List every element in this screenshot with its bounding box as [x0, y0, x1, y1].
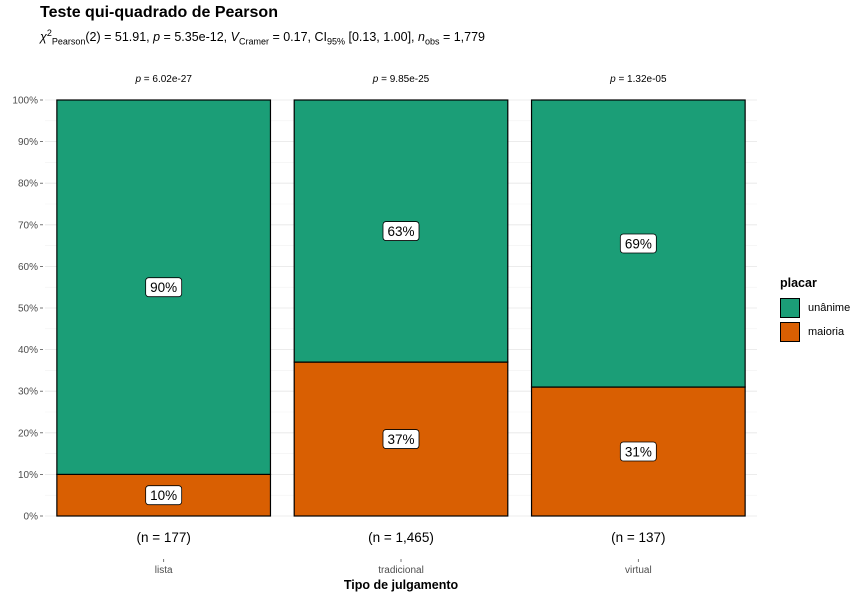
data-label: 10%: [150, 488, 177, 503]
chart-title: Teste qui-quadrado de Pearson: [40, 4, 278, 21]
v-symbol: V: [230, 30, 239, 45]
y-tick-label: 60%: [18, 262, 38, 273]
legend-label-maioria: maioria: [808, 326, 845, 338]
y-tick-label: 0%: [24, 512, 39, 523]
ci-subscript: 95%: [327, 36, 346, 47]
p-value-label: p = 1.32e-05: [609, 74, 667, 85]
data-label: 90%: [150, 280, 177, 295]
n-subscript: obs: [424, 36, 440, 47]
y-tick-label: 90%: [18, 137, 38, 148]
count-label: (n = 177): [136, 530, 190, 545]
x-tick-label: lista: [155, 565, 173, 576]
data-label: 31%: [625, 445, 652, 460]
data-label-box: [145, 485, 183, 506]
x-tick-label: virtual: [625, 565, 652, 576]
chi-subscript: Pearson: [51, 36, 86, 47]
y-tick-label: 100%: [12, 96, 38, 107]
y-tick-label: 70%: [18, 220, 38, 231]
data-label-box: [382, 429, 420, 449]
y-tick-label: 50%: [18, 304, 38, 315]
y-tick-label: 10%: [18, 470, 38, 481]
v-text: = 0.17, CI: [268, 30, 328, 45]
chi-text: (2) = 51.91,: [85, 30, 154, 45]
n-symbol: n: [418, 30, 425, 45]
p-value-label: p = 6.02e-27: [134, 74, 192, 85]
legend: placar unânime maioria: [780, 276, 850, 344]
data-label: 37%: [387, 432, 414, 447]
p-symbol: p: [153, 30, 161, 45]
data-label: 63%: [387, 224, 414, 239]
y-tick-label: 30%: [18, 387, 38, 398]
legend-key-maioria: [780, 322, 800, 342]
y-tick-label: 40%: [18, 345, 38, 356]
legend-item-maioria: maioria: [780, 320, 850, 344]
p-value-label: p = 9.85e-25: [372, 74, 430, 85]
data-label-box: [382, 221, 420, 241]
data-label-box: [619, 233, 657, 254]
chi-superscript: 2: [46, 28, 52, 38]
v-subscript: Cramer: [238, 36, 269, 47]
x-tick-label: tradicional: [378, 565, 424, 576]
chi-symbol: χ: [40, 30, 47, 45]
y-tick-label: 80%: [18, 179, 38, 190]
legend-label-unanime: unânime: [808, 302, 851, 314]
legend-key-unanime: [780, 298, 800, 318]
data-label-box: [619, 441, 657, 462]
p-text: = 5.35e-12,: [160, 30, 231, 45]
data-label-box: [145, 277, 183, 298]
count-label: (n = 137): [611, 530, 665, 545]
x-axis-title: Tipo de julgamento: [344, 578, 459, 592]
n-text: = 1,779: [439, 30, 485, 45]
data-label: 69%: [625, 237, 652, 252]
chart-subtitle: χ2Pearson(2) = 51.91, p = 5.35e-12, VCra…: [40, 28, 485, 47]
y-tick-label: 20%: [18, 428, 38, 439]
legend-title: placar: [780, 276, 817, 290]
ci-text: [0.13, 1.00],: [345, 30, 418, 45]
count-label: (n = 1,465): [368, 530, 434, 545]
legend-item-unanime: unânime: [780, 296, 850, 320]
